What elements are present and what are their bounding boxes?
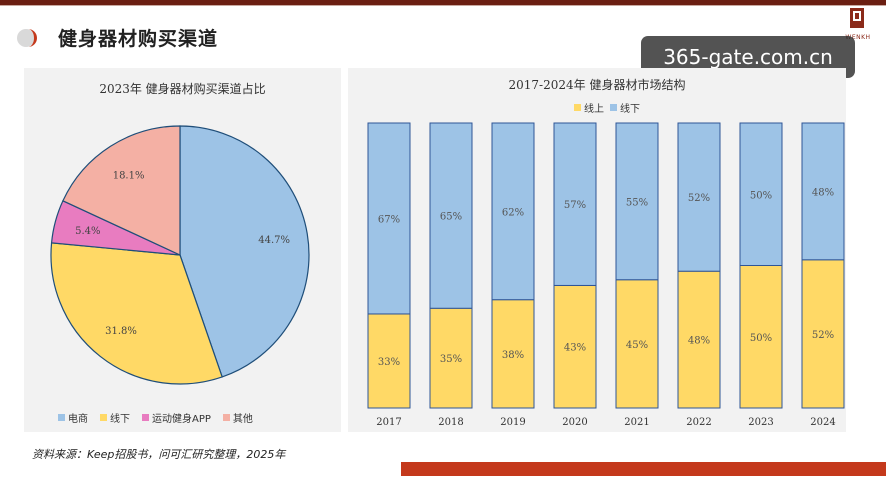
pie-legend-item: 线下 bbox=[100, 410, 130, 425]
bar-chart-title: 2017-2024年 健身器材市场结构 bbox=[508, 78, 686, 92]
bar-legend: 线上 线下 bbox=[574, 100, 640, 115]
bar-data-label: 35% bbox=[440, 354, 462, 365]
pie-legend-item: 电商 bbox=[58, 410, 88, 425]
bar-segment-online bbox=[615, 279, 659, 409]
pie-slice-3 bbox=[62, 125, 181, 256]
brand-text: WENKH bbox=[845, 34, 871, 41]
stacked-bar-chart: 33% 67% 2017 35% 65% 2018 38% 62% 2019 43% 57% 2020… bbox=[367, 122, 845, 428]
x-tick-label: 2018 bbox=[438, 417, 463, 428]
bar-legend-item: 线上 bbox=[574, 100, 604, 115]
bar-segment-offline bbox=[739, 122, 783, 266]
bar-segment-offline bbox=[677, 122, 721, 272]
bottom-accent-bar bbox=[401, 462, 886, 476]
legend-swatch bbox=[142, 414, 149, 421]
pie-slice-0 bbox=[179, 125, 310, 378]
x-tick-label: 2024 bbox=[810, 417, 835, 428]
bar-segment-offline bbox=[491, 122, 535, 301]
bar-segment-offline bbox=[615, 122, 659, 281]
bar-data-label: 50% bbox=[750, 190, 772, 201]
legend-label: 其他 bbox=[232, 414, 253, 425]
bar-data-label: 38% bbox=[502, 350, 524, 361]
bar-legend-item: 线下 bbox=[610, 100, 640, 115]
legend-swatch bbox=[100, 414, 107, 421]
pie-slice-label: 5.4% bbox=[75, 226, 100, 237]
legend-label: 电商 bbox=[68, 414, 88, 425]
pie-chart: 44.7% 31.8% 5.4% 18.1% bbox=[50, 125, 310, 385]
pie-slice-label: 44.7% bbox=[258, 235, 290, 246]
bar-segment-online bbox=[553, 284, 597, 409]
bar-data-label: 48% bbox=[812, 187, 834, 198]
bar-data-label: 45% bbox=[626, 340, 648, 351]
bar-chart-panel: 2017-2024年 健身器材市场结构 线上 线下 33% 67% 2017 35% 65… bbox=[348, 68, 846, 432]
bar-data-label: 48% bbox=[688, 336, 710, 347]
top-accent-bar bbox=[0, 0, 886, 5]
bar-data-label: 62% bbox=[502, 207, 524, 218]
x-tick-label: 2021 bbox=[624, 417, 649, 428]
section-bullet-icon bbox=[17, 29, 37, 47]
brand-logo: WENKH bbox=[838, 8, 878, 48]
legend-label: 线下 bbox=[620, 104, 640, 115]
pie-slice-1 bbox=[50, 242, 223, 385]
bar-segment-offline bbox=[429, 122, 473, 309]
source-note: 资料来源：Keep招股书，问可汇研究整理，2025年 bbox=[32, 448, 286, 461]
bar-segment-offline bbox=[367, 122, 411, 315]
legend-swatch bbox=[58, 414, 65, 421]
bar-data-label: 55% bbox=[626, 197, 648, 208]
bar-data-label: 43% bbox=[564, 343, 586, 354]
bar-segment-online bbox=[367, 313, 411, 409]
brand-mark-icon bbox=[850, 8, 864, 28]
pie-legend-item: 运动健身APP bbox=[142, 410, 211, 425]
x-tick-label: 2022 bbox=[686, 417, 711, 428]
bar-segment-offline bbox=[801, 122, 845, 261]
x-tick-label: 2017 bbox=[376, 417, 401, 428]
pie-slice-label: 18.1% bbox=[113, 171, 145, 182]
legend-swatch bbox=[610, 104, 617, 111]
top-divider bbox=[0, 5, 886, 6]
bar-data-label: 57% bbox=[564, 200, 586, 211]
bar-data-label: 50% bbox=[750, 333, 772, 344]
legend-label: 线下 bbox=[110, 414, 130, 425]
page-title: 健身器材购买渠道 bbox=[58, 28, 219, 50]
pie-chart-title: 2023年 健身器材购买渠道占比 bbox=[99, 82, 266, 96]
bar-segment-online bbox=[491, 299, 535, 409]
legend-swatch bbox=[574, 104, 581, 111]
pie-legend: 电商 线下 运动健身APP 其他 bbox=[58, 410, 253, 425]
x-tick-label: 2019 bbox=[500, 417, 525, 428]
bar-segment-online bbox=[801, 259, 845, 409]
bar-segment-online bbox=[739, 265, 783, 409]
bar-data-label: 33% bbox=[378, 357, 400, 368]
pie-legend-item: 其他 bbox=[222, 410, 253, 425]
pie-chart-panel: 2023年 健身器材购买渠道占比 44.7% 31.8% 5.4% 18.1% 电商 线… bbox=[24, 68, 341, 432]
bar-segment-offline bbox=[553, 122, 597, 286]
bar-data-label: 65% bbox=[440, 212, 462, 223]
bar-data-label: 52% bbox=[688, 193, 710, 204]
legend-swatch bbox=[222, 414, 230, 421]
bar-data-label: 52% bbox=[812, 330, 834, 341]
x-tick-label: 2023 bbox=[748, 417, 773, 428]
legend-label: 运动健身APP bbox=[152, 414, 211, 425]
pie-slice-label: 31.8% bbox=[105, 326, 137, 337]
bar-data-label: 67% bbox=[378, 214, 400, 225]
legend-label: 线上 bbox=[584, 104, 604, 115]
x-tick-label: 2020 bbox=[562, 417, 587, 428]
